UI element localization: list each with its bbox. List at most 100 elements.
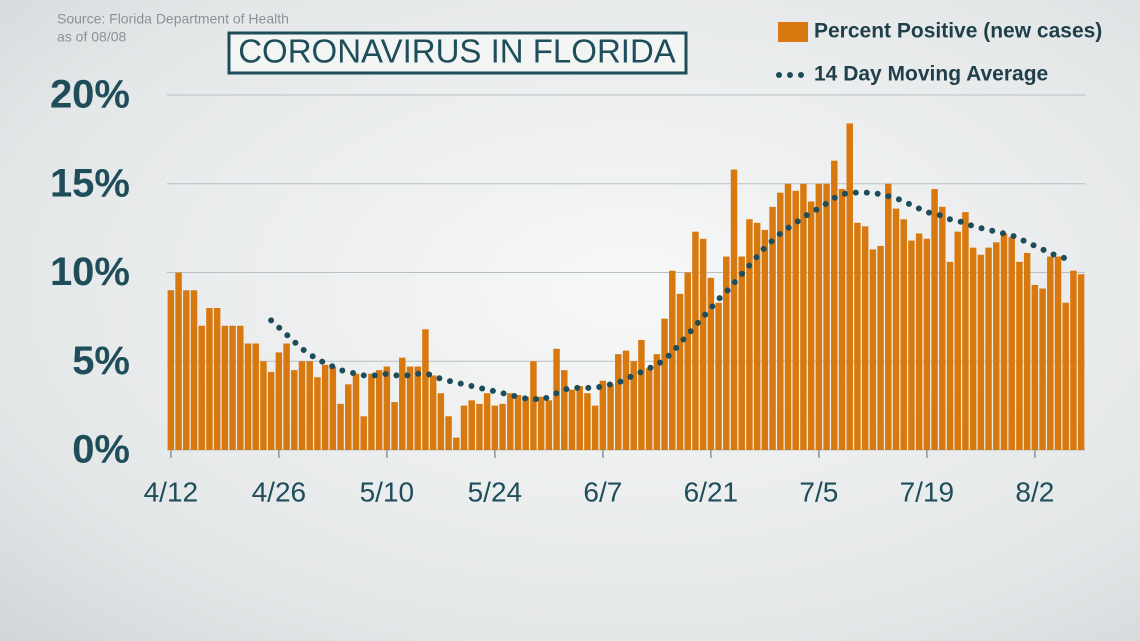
bar	[1070, 270, 1077, 450]
bar	[615, 354, 622, 450]
bar	[429, 375, 437, 450]
y-tick-label: 10%	[50, 250, 130, 294]
bar	[337, 403, 344, 450]
bar	[838, 189, 846, 450]
bar	[275, 352, 283, 450]
bar	[391, 402, 398, 450]
bar	[962, 212, 969, 450]
bar	[815, 183, 823, 450]
bar	[877, 245, 884, 450]
x-tick-label: 4/26	[252, 476, 307, 507]
bar	[591, 405, 599, 450]
bar	[607, 384, 614, 450]
bar	[939, 206, 946, 450]
moving-average-line	[268, 189, 1077, 404]
bar	[507, 393, 514, 450]
bar	[1077, 274, 1085, 450]
bar	[730, 169, 738, 451]
bar	[360, 416, 367, 450]
bar	[661, 318, 668, 450]
bar	[715, 302, 722, 450]
bar	[676, 293, 684, 450]
bar	[753, 222, 761, 450]
bar	[229, 325, 236, 450]
bar	[252, 343, 259, 450]
bar	[1008, 237, 1015, 450]
bar	[869, 249, 877, 450]
bar	[414, 366, 421, 450]
bar	[568, 389, 576, 450]
bar	[1039, 288, 1046, 450]
bar	[545, 400, 553, 450]
bar	[476, 403, 483, 450]
bar	[669, 270, 676, 450]
bar	[183, 290, 190, 450]
y-tick-label: 15%	[50, 161, 130, 205]
bar	[831, 160, 838, 451]
bar	[291, 370, 298, 450]
bar	[900, 219, 907, 450]
bar	[213, 308, 221, 450]
bar	[946, 261, 954, 450]
bar	[630, 361, 637, 450]
bar	[653, 354, 661, 450]
bar	[267, 371, 275, 450]
bar	[622, 350, 630, 450]
bar	[167, 290, 175, 450]
bar	[352, 373, 360, 450]
bar	[645, 368, 653, 450]
bar	[406, 366, 414, 450]
bar	[237, 325, 244, 450]
bar	[445, 416, 452, 450]
bar	[437, 393, 445, 450]
bar	[985, 247, 992, 450]
bar	[885, 183, 892, 450]
bar	[375, 370, 383, 450]
bar	[530, 361, 537, 450]
bar	[861, 226, 869, 450]
legend-label: 14 Day Moving Average	[814, 63, 1048, 86]
x-tick-label: 4/12	[144, 476, 199, 507]
bar	[738, 256, 745, 450]
bar	[699, 238, 707, 450]
bar	[746, 219, 753, 450]
bar	[707, 277, 715, 450]
x-tick-label: 6/7	[583, 476, 622, 507]
x-tick-label: 5/10	[360, 476, 415, 507]
bar	[175, 272, 182, 450]
y-tick-label: 0%	[72, 428, 130, 472]
bar	[514, 394, 522, 450]
bar	[206, 308, 213, 450]
bar	[777, 192, 784, 450]
bar	[1023, 252, 1031, 450]
chart-title: CORONAVIRUS IN FLORIDA	[238, 33, 676, 70]
bar	[931, 189, 938, 450]
bar	[1047, 256, 1054, 450]
bar	[283, 343, 290, 450]
x-tick-label: 7/19	[900, 476, 955, 507]
bar	[977, 254, 985, 450]
bar	[314, 377, 321, 450]
bar	[969, 247, 977, 450]
x-tick-label: 6/21	[684, 476, 739, 507]
bar	[584, 393, 591, 450]
bar	[345, 384, 352, 450]
source: Source: Florida Department of Health	[57, 11, 289, 27]
bar	[915, 233, 923, 450]
bar	[761, 229, 769, 450]
bar	[368, 373, 375, 450]
bar	[1031, 284, 1039, 450]
bar	[499, 403, 506, 450]
bar	[329, 366, 337, 450]
bar	[807, 201, 815, 450]
bar	[321, 364, 329, 450]
bar	[260, 361, 267, 450]
bar	[576, 386, 583, 450]
bar	[638, 339, 645, 450]
bar	[800, 183, 807, 450]
bar	[684, 272, 691, 450]
bar	[892, 208, 900, 450]
bar	[306, 361, 313, 450]
bar	[1062, 302, 1069, 450]
x-tick-label: 8/2	[1015, 476, 1054, 507]
